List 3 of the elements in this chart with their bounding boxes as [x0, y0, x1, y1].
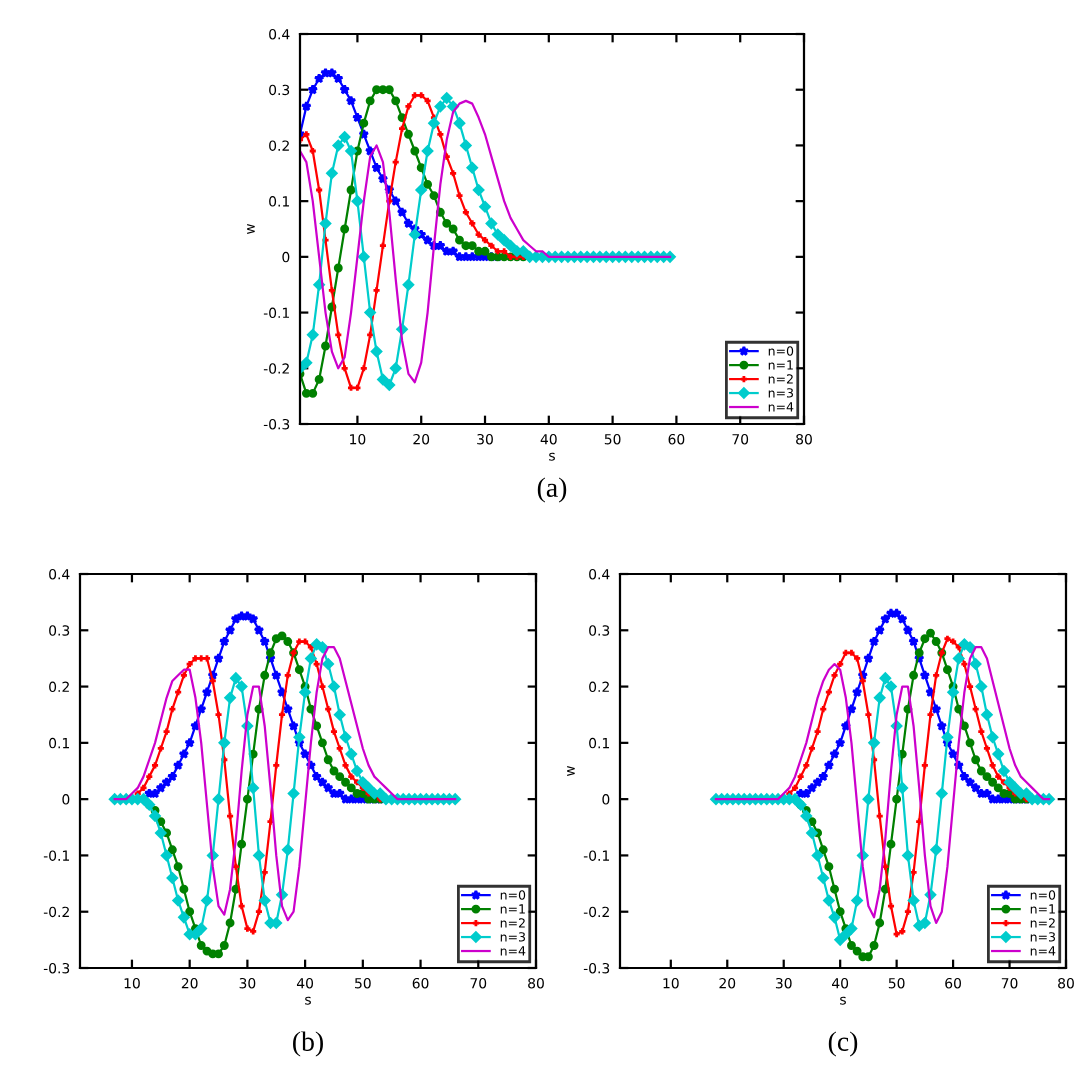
text: (b): [293, 1031, 323, 1057]
text: (a): [537, 477, 567, 503]
text: (c): [828, 1031, 858, 1057]
